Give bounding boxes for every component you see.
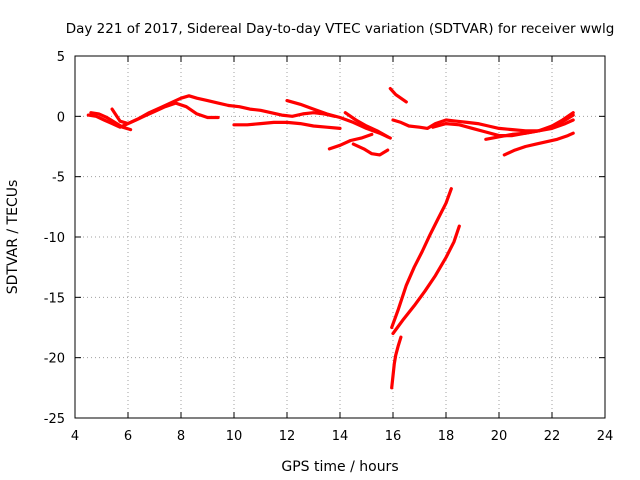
data-series [86,86,575,390]
series-arc-8 [327,132,374,151]
tick-labels: 4 6 8 10 12 14 16 18 20 22 24 5 0 -5 -10 -15 -20 -25 [44,50,614,444]
y-tick-label: 5 [57,50,65,65]
y-tick-label: -25 [44,412,65,427]
series-arc-5 [232,120,342,130]
x-tick-label: 10 [226,429,243,444]
x-tick-label: 22 [544,429,561,444]
series-arc-13 [502,131,575,157]
series-arc-9 [351,142,390,157]
x-tick-label: 4 [71,429,79,444]
series-arc-16 [391,224,461,336]
series-arc-7 [343,111,390,139]
x-tick-label: 8 [177,429,185,444]
x-tick-label: 24 [597,429,614,444]
series-arc-10 [388,86,408,104]
series-arc-4 [227,103,337,118]
series-arc-14 [484,111,575,141]
x-axis-label: GPS time / hours [281,459,398,475]
y-tick-label: 0 [57,110,65,125]
chart-title: Day 221 of 2017, Sidereal Day-to-day VTE… [66,21,615,37]
x-tick-label: 12 [279,429,296,444]
y-tick-label: -5 [52,171,65,186]
series-arc-17 [390,335,403,390]
y-tick-label: -15 [44,291,65,306]
x-tick-label: 6 [124,429,132,444]
x-tick-label: 16 [385,429,402,444]
series-arc-15 [390,187,453,330]
series-arc-2 [89,111,133,132]
x-tick-label: 20 [491,429,508,444]
x-tick-label: 14 [332,429,349,444]
y-tick-label: -10 [44,231,65,246]
y-tick-label: -20 [44,352,65,367]
series-arc-1 [86,94,231,129]
series-arc-3 [110,101,220,126]
series-arc-6 [285,98,392,140]
y-axis-label: SDTVAR / TECUs [5,180,21,295]
plot-frame [74,55,606,419]
x-tick-label: 18 [438,429,455,444]
